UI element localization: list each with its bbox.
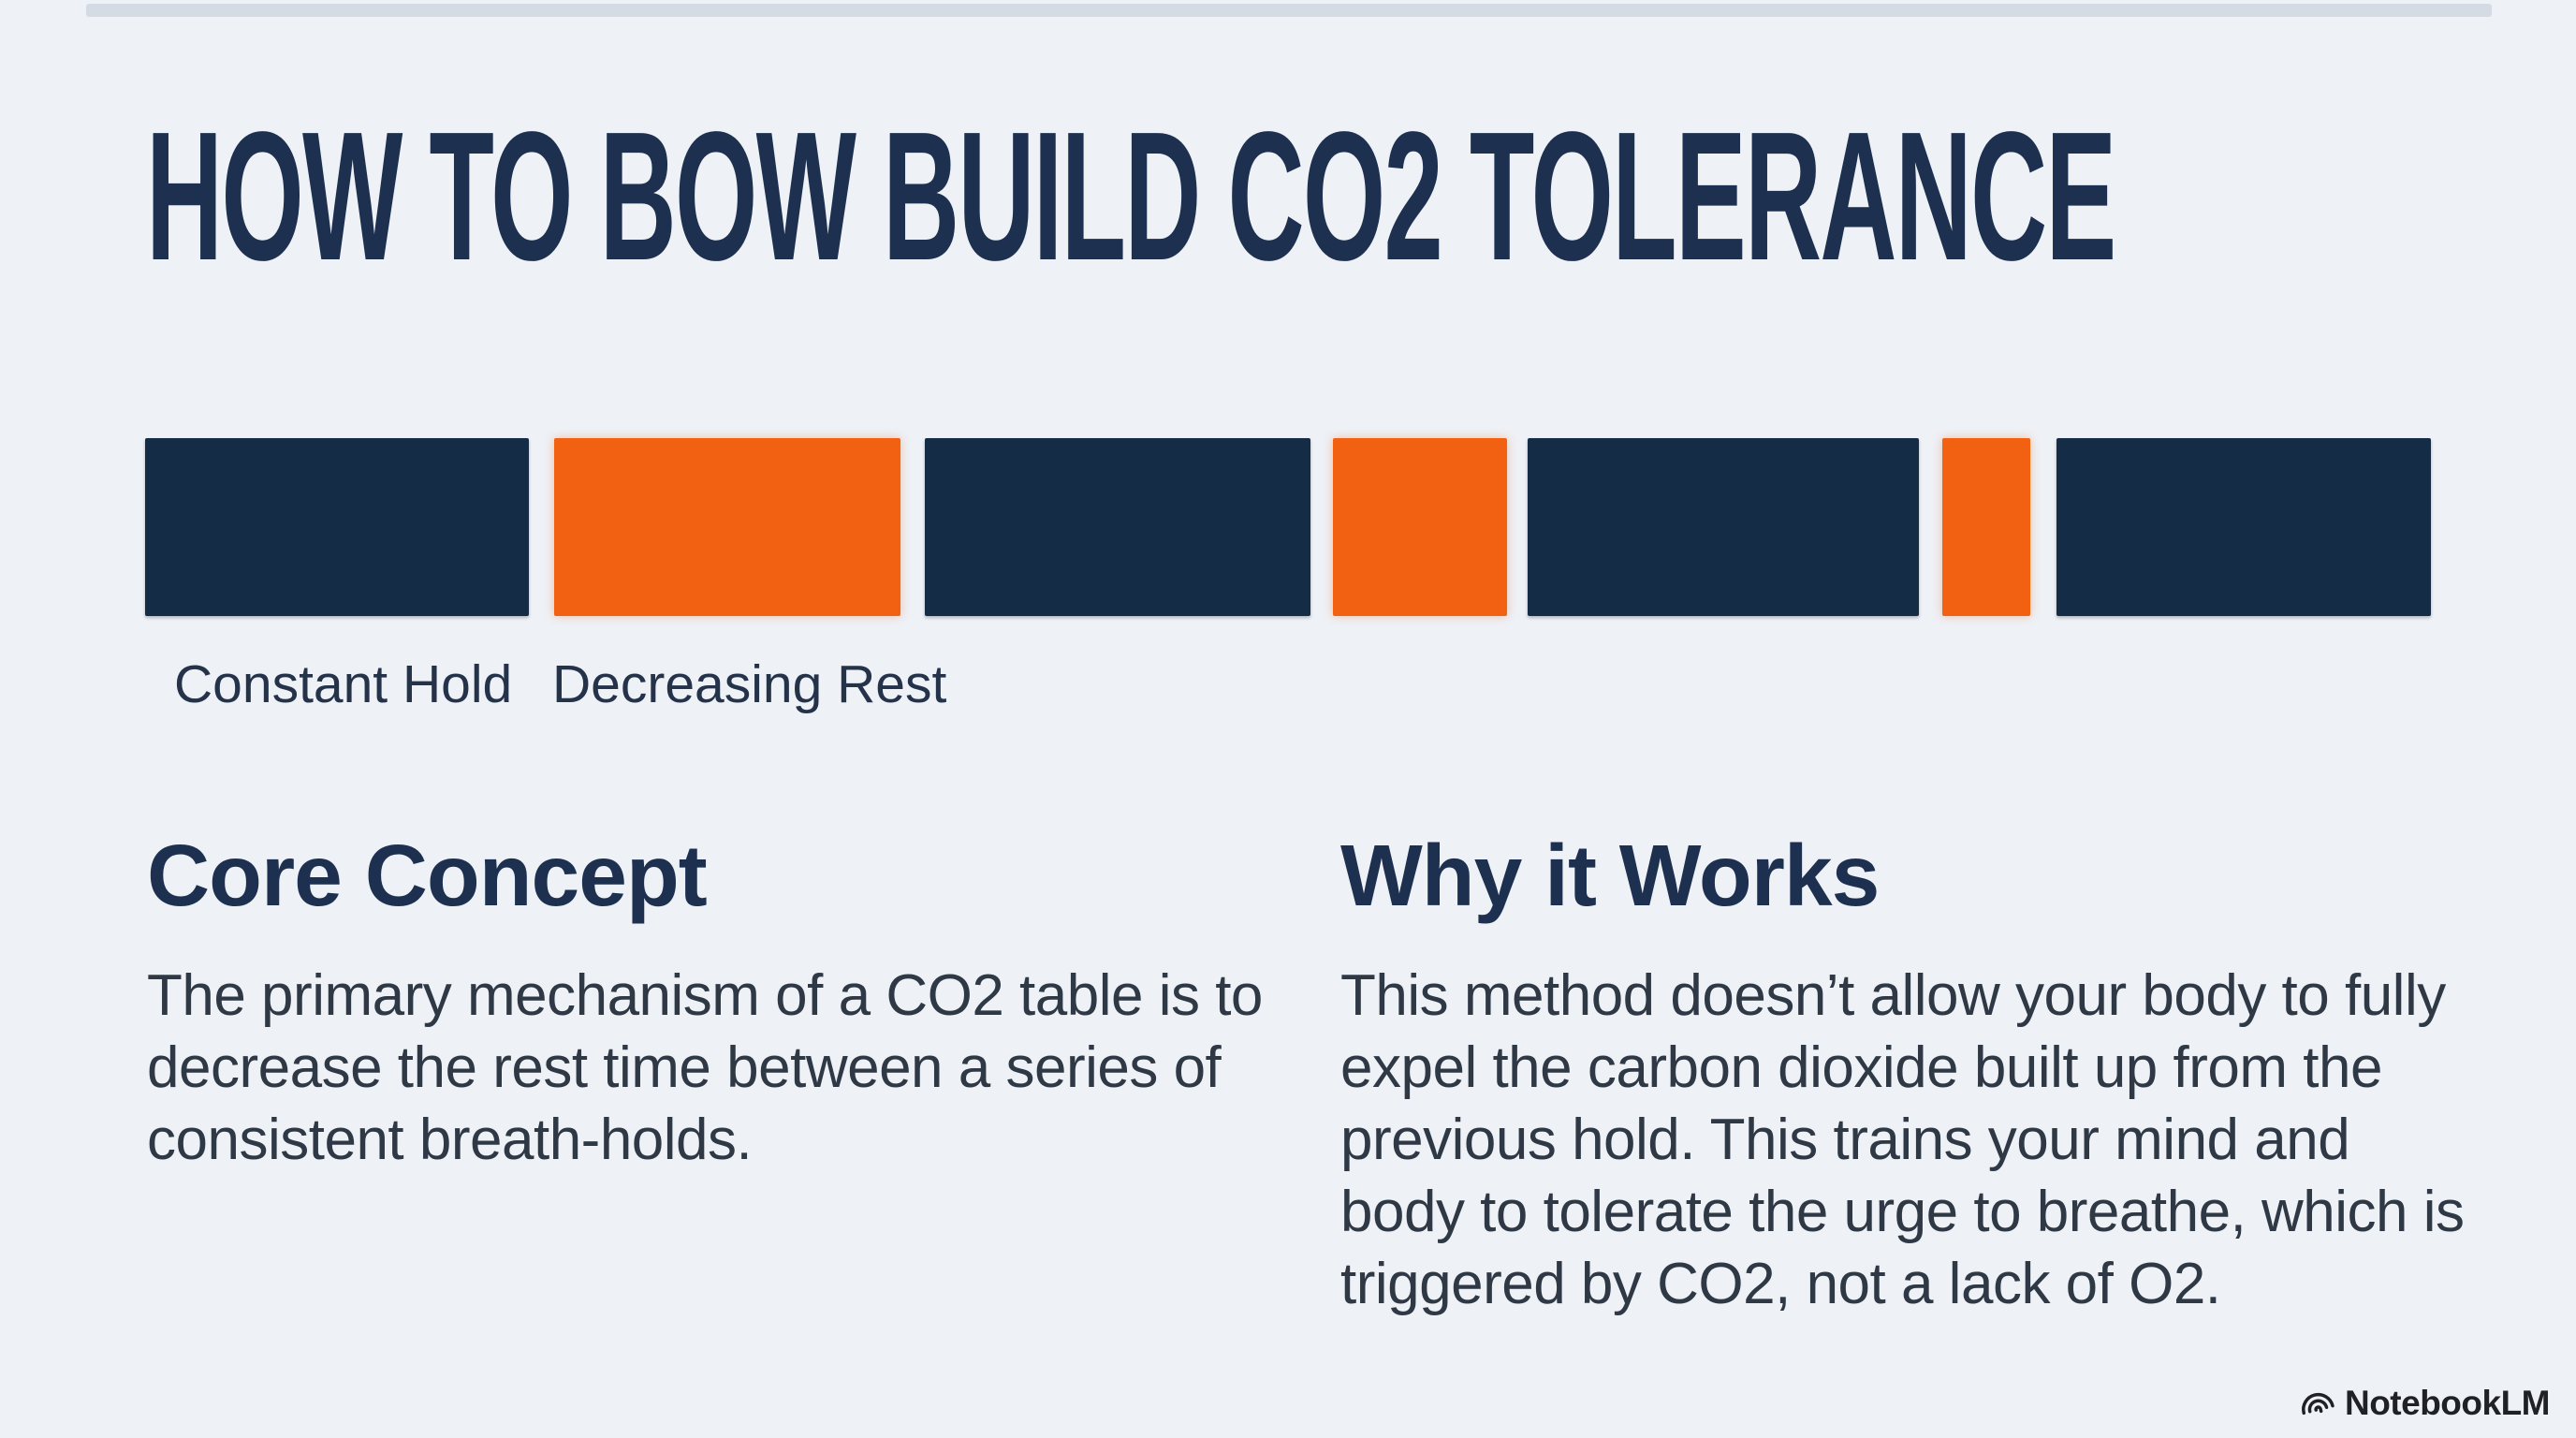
core-concept-heading: Core Concept <box>147 827 708 924</box>
page-title: HOW TO BOW BUILD CO2 TOLERANCE <box>146 94 2116 299</box>
rest-interval-bar <box>1333 438 1507 616</box>
section-core-concept: Core Concept The primary mechanism of a … <box>147 826 1270 1176</box>
bar-sequence <box>0 438 2576 616</box>
hold-interval-bar <box>1528 438 1919 616</box>
top-strip-decoration <box>86 4 2492 17</box>
rest-interval-bar <box>554 438 900 616</box>
hold-interval-bar <box>145 438 529 616</box>
why-it-works-body: This method doesn’t allow your body to f… <box>1340 963 2465 1316</box>
rest-interval-bar <box>1942 438 2030 616</box>
hold-interval-bar <box>925 438 1310 616</box>
notebooklm-logo-icon <box>2298 1385 2335 1422</box>
section-why-it-works: Why it Works This method doesn’t allow y… <box>1340 826 2473 1320</box>
legend-label-decreasing-rest: Decreasing Rest <box>552 654 947 714</box>
hold-interval-bar <box>2056 438 2431 616</box>
why-it-works-heading: Why it Works <box>1340 827 1880 924</box>
watermark-label: NotebookLM <box>2344 1384 2551 1422</box>
legend-label-constant-hold: Constant Hold <box>174 654 513 714</box>
core-concept-body: The primary mechanism of a CO2 table is … <box>147 963 1263 1172</box>
notebooklm-watermark: NotebookLM <box>2298 1384 2551 1423</box>
